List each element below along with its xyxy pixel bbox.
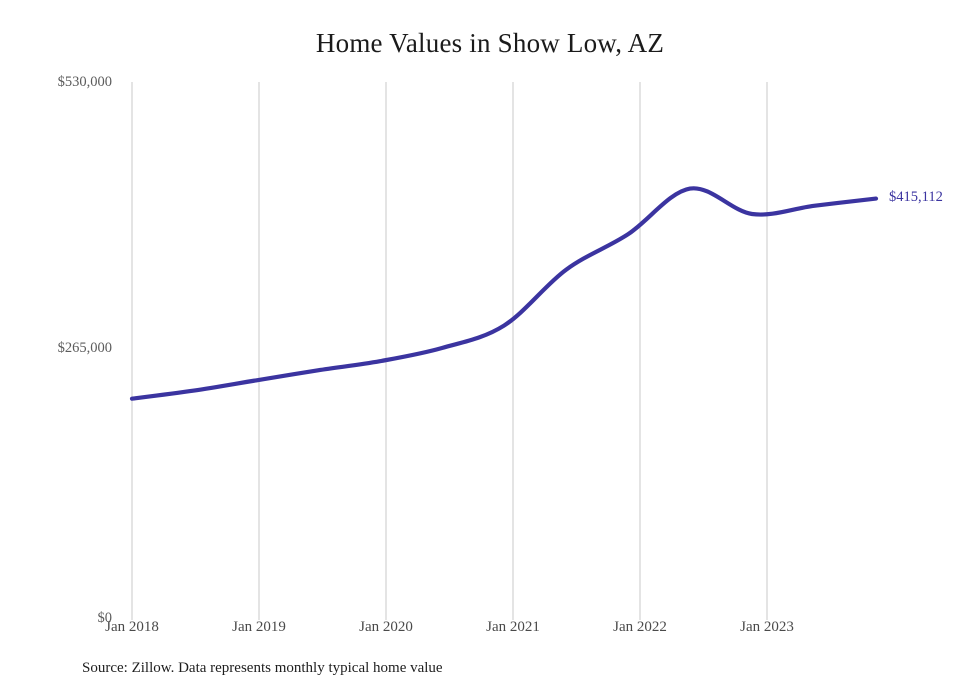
gridlines bbox=[131, 82, 768, 620]
y-axis-tick-265000: $265,000 bbox=[57, 340, 112, 356]
end-value-annotation: $415,112 bbox=[889, 188, 943, 205]
x-axis-tick-jan-2023: Jan 2023 bbox=[740, 619, 794, 635]
source-note: Source: Zillow. Data represents monthly … bbox=[82, 660, 443, 676]
y-axis-tick-530000: $530,000 bbox=[57, 74, 112, 90]
y-axis-tick-0: $0 bbox=[97, 610, 113, 626]
x-axis-tick-jan-2020: Jan 2020 bbox=[359, 619, 413, 635]
x-axis-tick-jan-2019: Jan 2019 bbox=[232, 619, 286, 635]
chart-title: Home Values in Show Low, AZ bbox=[315, 28, 665, 58]
x-axis-tick-jan-2018: Jan 2018 bbox=[105, 619, 159, 635]
x-axis-tick-jan-2021: Jan 2021 bbox=[486, 619, 540, 635]
home-value-line-series bbox=[129, 186, 879, 401]
x-axis-tick-jan-2022: Jan 2022 bbox=[613, 619, 667, 635]
